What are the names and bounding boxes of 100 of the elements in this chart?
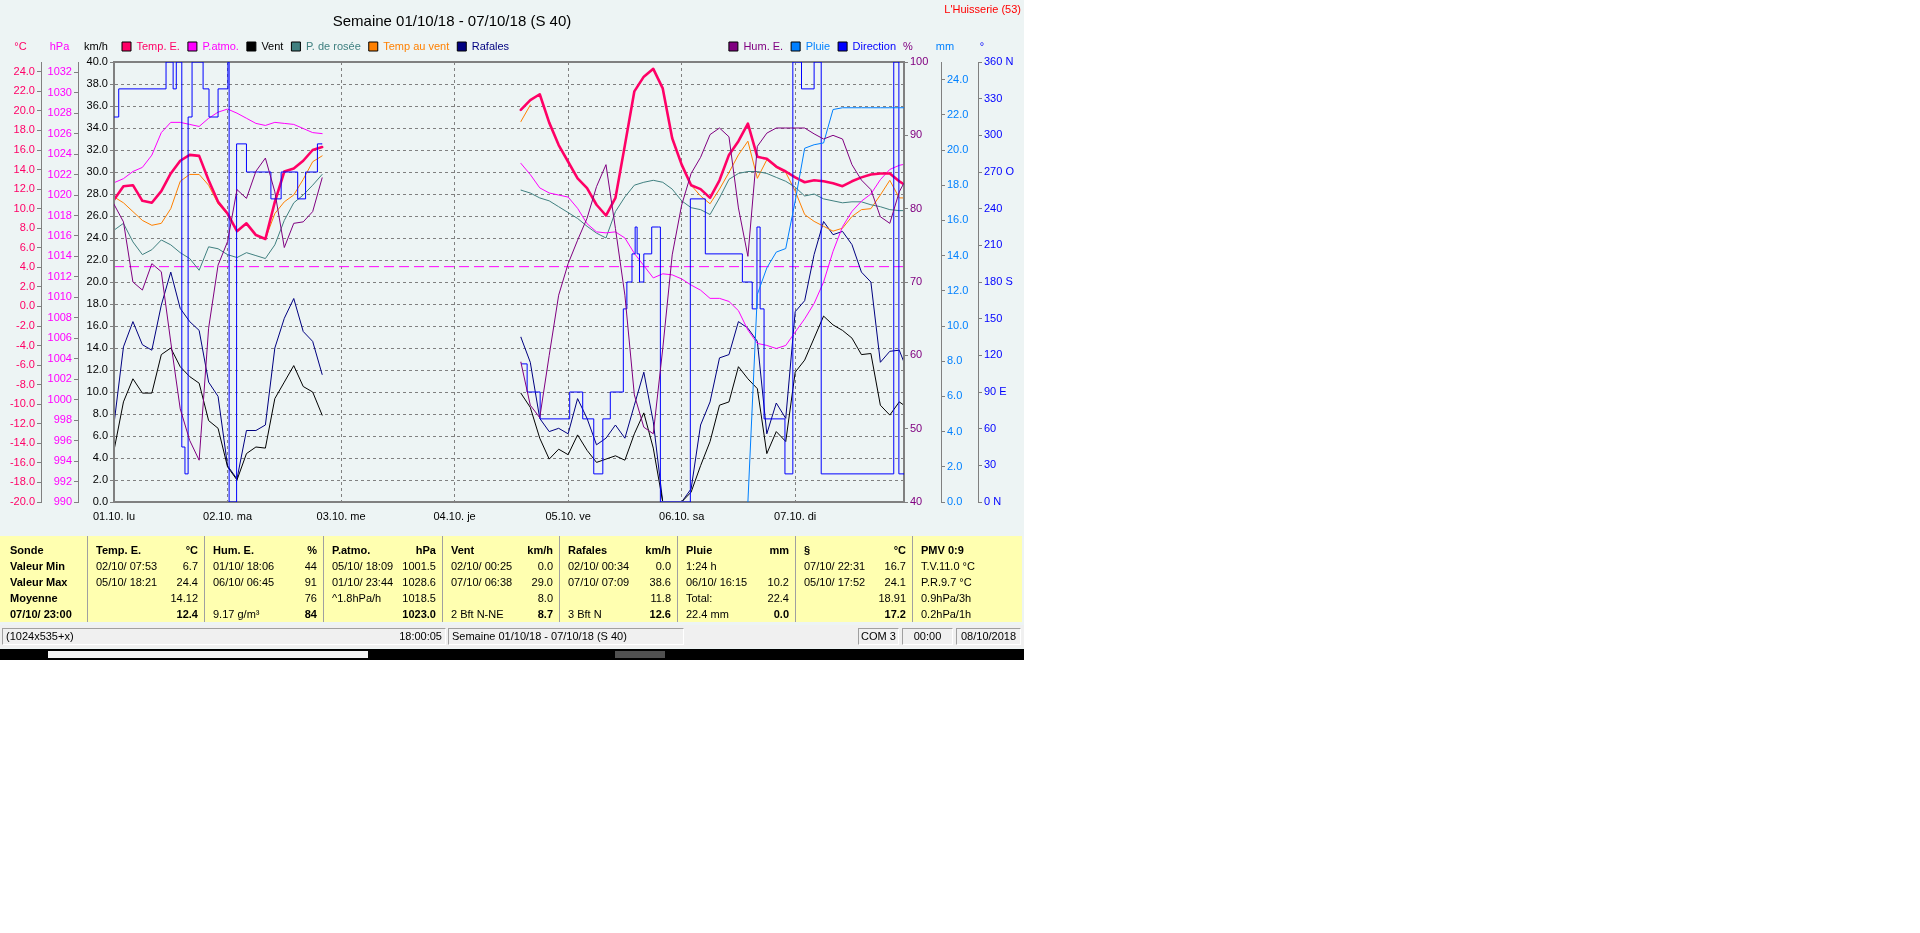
y2-tick-label: 1000 bbox=[47, 392, 72, 405]
text: Moyenne bbox=[10, 591, 58, 605]
text: km/h bbox=[645, 543, 671, 557]
y2-tick-label: 1030 bbox=[47, 85, 72, 98]
y3-tick-label: -18.0 bbox=[9, 475, 35, 488]
y3-tick-label: -4.0 bbox=[16, 338, 35, 351]
y-axis-title: km/h bbox=[84, 40, 108, 53]
text: § bbox=[804, 543, 811, 557]
y3-tick-label: 2.0 bbox=[19, 279, 35, 292]
text: Pluie bbox=[686, 543, 713, 557]
y-tick-label: 32.0 bbox=[86, 143, 108, 156]
text: L'Huisserie (53) bbox=[944, 3, 1021, 16]
text: 11.8 bbox=[650, 591, 671, 605]
text: 0.0 bbox=[773, 607, 789, 621]
y3-tick-label: 180 S bbox=[984, 275, 1013, 288]
y2-tick-label: 24.0 bbox=[947, 72, 969, 85]
text: Valeur Min bbox=[10, 559, 66, 573]
y-tick-label: 70 bbox=[910, 275, 923, 288]
text: PMV 0:9 bbox=[921, 543, 964, 557]
y-tick-label: 40.0 bbox=[86, 55, 108, 68]
y3-tick-label: 0.0 bbox=[19, 299, 35, 312]
legend-label: Temp. E. bbox=[136, 39, 180, 52]
legend-label: Pluie bbox=[805, 39, 831, 52]
y3-tick-label: 60 bbox=[984, 421, 997, 434]
text: 08/10/2018 bbox=[960, 630, 1017, 643]
text: 18:00:05 bbox=[399, 630, 442, 643]
y2-tick-label: 994 bbox=[53, 454, 72, 467]
text: COM 3 bbox=[861, 630, 896, 643]
y2-tick-label: 1016 bbox=[47, 228, 72, 241]
text: 38.6 bbox=[649, 575, 671, 589]
y3-tick-label: 24.0 bbox=[13, 64, 35, 77]
y2-axis-title: hPa bbox=[49, 40, 71, 53]
text: P.atmo. bbox=[332, 543, 371, 557]
y3-tick-label: 30 bbox=[984, 458, 997, 471]
text: hPa bbox=[415, 543, 436, 557]
text: Temp. E. bbox=[96, 543, 142, 557]
y2-tick-label: 16.0 bbox=[947, 213, 969, 226]
y2-tick-label: 18.0 bbox=[947, 178, 969, 191]
text: 0.0 bbox=[537, 559, 553, 573]
x-tick-label: 03.10. me bbox=[316, 509, 366, 522]
y3-tick-label: 240 bbox=[984, 201, 1003, 214]
y2-tick-label: 2.0 bbox=[947, 459, 963, 472]
y2-tick-label: 992 bbox=[53, 474, 72, 487]
text: 10.2 bbox=[767, 575, 789, 589]
y3-tick-label: -6.0 bbox=[16, 358, 35, 371]
y-tick-label: 50 bbox=[910, 421, 923, 434]
y3-tick-label: 22.0 bbox=[13, 84, 35, 97]
text: 16.7 bbox=[884, 559, 906, 573]
y3-tick-label: -10.0 bbox=[9, 397, 35, 410]
y3-tick-label: 10.0 bbox=[13, 201, 35, 214]
y-tick-label: 24.0 bbox=[86, 231, 108, 244]
legend-label: Temp au vent bbox=[383, 39, 450, 52]
text: °C bbox=[185, 543, 198, 557]
y3-tick-label: 18.0 bbox=[13, 123, 35, 136]
y3-axis-title: ° bbox=[979, 40, 985, 53]
y-tick-label: 100 bbox=[910, 55, 929, 68]
y2-tick-label: 12.0 bbox=[947, 283, 969, 296]
y2-tick-label: 8.0 bbox=[947, 354, 963, 367]
text: 22.4 bbox=[767, 591, 789, 605]
text: 22.4 mm bbox=[686, 607, 729, 621]
text: P.R.9.7 °C bbox=[921, 575, 972, 589]
y3-tick-label: 210 bbox=[984, 238, 1003, 251]
legend-label: Direction bbox=[852, 39, 896, 52]
y3-tick-label: 16.0 bbox=[13, 143, 35, 156]
text: Valeur Max bbox=[10, 575, 68, 589]
x-tick-label: 05.10. ve bbox=[545, 509, 591, 522]
text: 8.7 bbox=[537, 607, 553, 621]
y3-tick-label: 8.0 bbox=[19, 221, 35, 234]
y3-tick-label: -20.0 bbox=[9, 495, 35, 508]
y-tick-label: 40 bbox=[910, 495, 923, 508]
y2-tick-label: 1032 bbox=[47, 65, 72, 78]
text: 9.17 g/m³ bbox=[213, 607, 260, 621]
y2-tick-label: 0.0 bbox=[947, 495, 963, 508]
text: 05/10/ 17:52 bbox=[804, 575, 866, 589]
y2-tick-label: 1002 bbox=[47, 372, 72, 385]
text: 1:24 h bbox=[686, 559, 717, 573]
text: 07/10/ 07:09 bbox=[568, 575, 630, 589]
y-tick-label: 12.0 bbox=[86, 363, 108, 376]
text: 0.2hPa/1h bbox=[921, 607, 972, 621]
y2-tick-label: 1024 bbox=[47, 147, 72, 160]
text: 24.1 bbox=[884, 575, 906, 589]
text: km/h bbox=[527, 543, 553, 557]
y-tick-label: 80 bbox=[910, 201, 923, 214]
y3-tick-label: 90 E bbox=[984, 385, 1007, 398]
y2-tick-label: 10.0 bbox=[947, 319, 969, 332]
y-tick-label: 20.0 bbox=[86, 275, 108, 288]
y2-tick-label: 1010 bbox=[47, 290, 72, 303]
y-tick-label: 16.0 bbox=[86, 319, 108, 332]
text: 24.4 bbox=[176, 575, 198, 589]
y3-tick-label: 12.0 bbox=[13, 182, 35, 195]
legend-label: P.atmo. bbox=[202, 39, 239, 52]
y2-tick-label: 1026 bbox=[47, 126, 72, 139]
y3-tick-label: 6.0 bbox=[19, 240, 35, 253]
text: 0.9hPa/3h bbox=[921, 591, 972, 605]
y-tick-label: 34.0 bbox=[86, 121, 108, 134]
y-tick-label: 60 bbox=[910, 348, 923, 361]
text: 8.0 bbox=[537, 591, 553, 605]
text: Vent bbox=[451, 543, 475, 557]
legend-label: P. de rosée bbox=[305, 39, 361, 52]
y3-tick-label: 0 N bbox=[984, 495, 1002, 508]
